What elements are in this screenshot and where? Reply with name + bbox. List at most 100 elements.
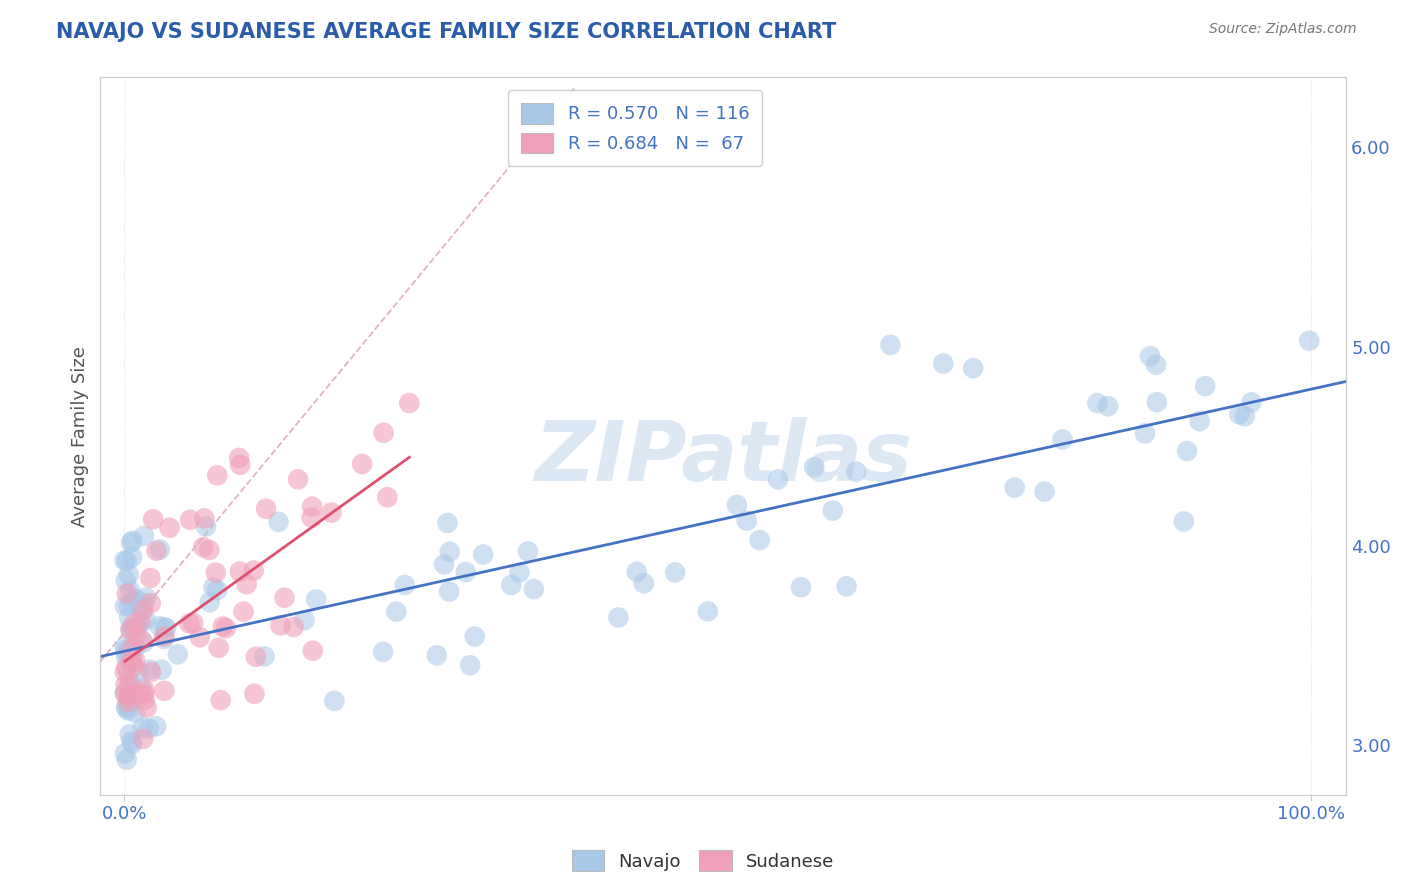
Point: [371, 645, 394, 659]
Point: [153, 630, 176, 644]
Point: [879, 338, 901, 352]
Point: [517, 544, 540, 558]
Point: [207, 583, 229, 598]
Point: [1133, 426, 1156, 441]
Point: [245, 649, 267, 664]
Point: [114, 643, 136, 657]
Point: [121, 594, 143, 608]
Point: [132, 603, 155, 617]
Legend: Navajo, Sudanese: Navajo, Sudanese: [564, 843, 842, 879]
Point: [385, 605, 408, 619]
Point: [114, 686, 136, 700]
Point: [139, 596, 162, 610]
Point: [149, 542, 172, 557]
Point: [118, 567, 141, 582]
Point: [962, 361, 984, 376]
Point: [208, 640, 231, 655]
Point: [301, 510, 323, 524]
Point: [302, 644, 325, 658]
Point: [124, 654, 146, 668]
Point: [273, 591, 295, 605]
Point: [437, 584, 460, 599]
Point: [115, 753, 138, 767]
Point: [117, 599, 139, 613]
Point: [117, 704, 139, 718]
Point: [131, 604, 153, 618]
Text: ZIPatlas: ZIPatlas: [534, 417, 912, 499]
Point: [120, 734, 142, 748]
Point: [153, 632, 176, 646]
Point: [124, 591, 146, 606]
Point: [790, 580, 813, 594]
Point: [198, 543, 221, 558]
Point: [129, 614, 152, 628]
Point: [1298, 334, 1320, 348]
Point: [198, 595, 221, 609]
Point: [153, 683, 176, 698]
Point: [454, 565, 477, 579]
Point: [1097, 399, 1119, 413]
Point: [243, 687, 266, 701]
Point: [124, 706, 146, 720]
Point: [121, 624, 143, 638]
Point: [118, 652, 141, 666]
Point: [209, 693, 232, 707]
Point: [131, 720, 153, 734]
Point: [122, 659, 145, 673]
Point: [139, 663, 162, 677]
Point: [114, 640, 136, 654]
Point: [194, 519, 217, 533]
Point: [120, 623, 142, 637]
Point: [150, 663, 173, 677]
Point: [115, 701, 138, 715]
Point: [607, 610, 630, 624]
Point: [232, 605, 254, 619]
Point: [725, 498, 748, 512]
Point: [1052, 433, 1074, 447]
Point: [120, 535, 142, 549]
Point: [118, 610, 141, 624]
Point: [114, 686, 136, 700]
Point: [115, 699, 138, 714]
Point: [114, 665, 136, 679]
Point: [114, 677, 136, 691]
Point: [433, 558, 456, 572]
Point: [114, 747, 136, 761]
Y-axis label: Average Family Size: Average Family Size: [72, 346, 89, 526]
Point: [115, 586, 138, 600]
Point: [120, 642, 142, 657]
Point: [132, 529, 155, 543]
Point: [305, 592, 328, 607]
Point: [1227, 407, 1250, 421]
Point: [766, 472, 789, 486]
Point: [207, 468, 229, 483]
Point: [118, 666, 141, 681]
Point: [283, 620, 305, 634]
Point: [135, 591, 157, 605]
Point: [626, 565, 648, 579]
Legend: R = 0.570   N = 116, R = 0.684   N =  67: R = 0.570 N = 116, R = 0.684 N = 67: [508, 90, 762, 166]
Point: [352, 457, 374, 471]
Point: [204, 566, 226, 580]
Point: [458, 658, 481, 673]
Point: [228, 450, 250, 465]
Point: [125, 629, 148, 643]
Point: [436, 516, 458, 530]
Point: [115, 650, 138, 665]
Point: [426, 648, 449, 663]
Point: [664, 566, 686, 580]
Point: [267, 515, 290, 529]
Point: [287, 472, 309, 486]
Point: [115, 554, 138, 568]
Point: [121, 655, 143, 669]
Point: [398, 396, 420, 410]
Point: [125, 620, 148, 634]
Point: [1033, 484, 1056, 499]
Point: [132, 687, 155, 701]
Point: [179, 513, 201, 527]
Point: [323, 694, 346, 708]
Point: [1004, 481, 1026, 495]
Point: [215, 621, 238, 635]
Point: [114, 574, 136, 588]
Point: [128, 618, 150, 632]
